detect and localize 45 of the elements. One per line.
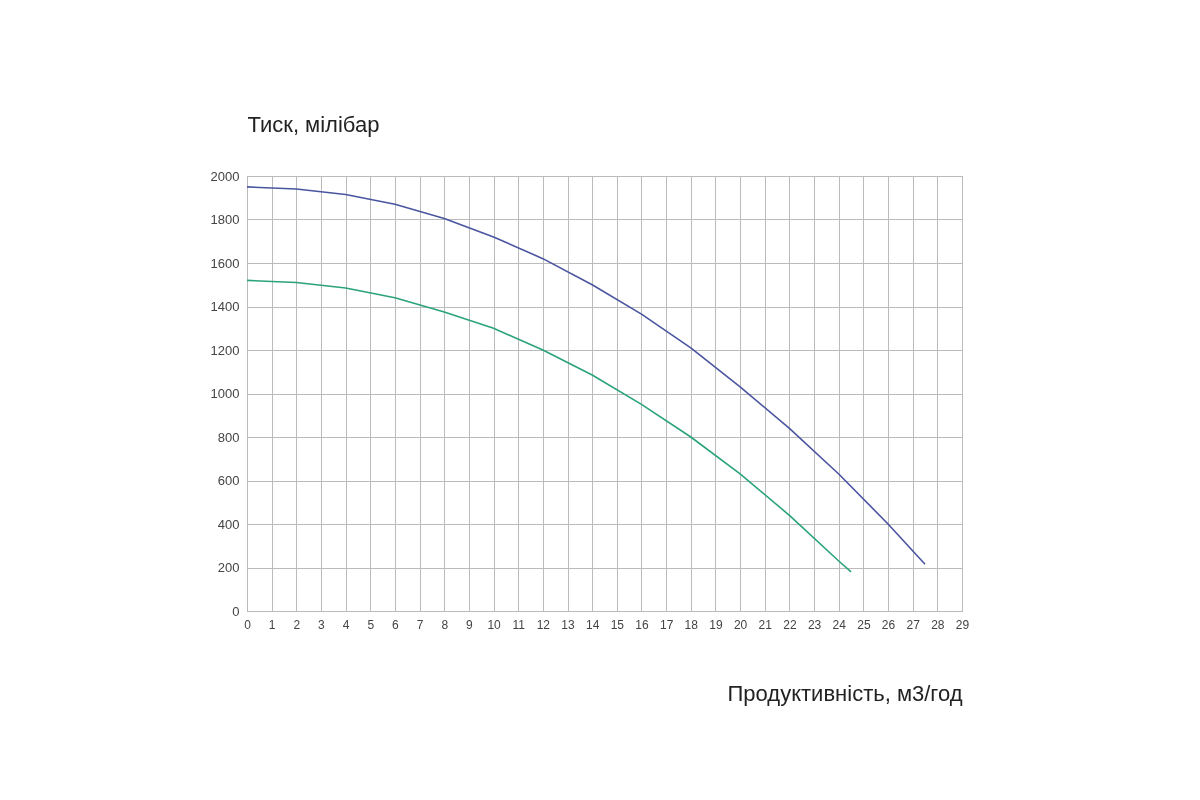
x-tick-label: 29 [955, 617, 970, 632]
x-tick-label: 4 [342, 617, 350, 632]
line-series [246, 279, 852, 573]
x-tick-label: 15 [610, 617, 625, 632]
x-tick-label: 1 [268, 617, 276, 632]
x-tick-label: 5 [367, 617, 375, 632]
y-tick-label: 1800 [210, 212, 240, 227]
x-tick-label: 2 [293, 617, 301, 632]
x-tick-label: 9 [466, 617, 474, 632]
y-tick-label: 600 [217, 473, 240, 488]
x-tick-label: 22 [783, 617, 797, 632]
y-tick-label: 1000 [210, 386, 240, 401]
x-tick-label: 18 [684, 617, 699, 632]
y-tick-label: 1600 [210, 255, 240, 271]
x-tick-label: 3 [318, 617, 326, 632]
x-tick-label: 11 [512, 617, 526, 632]
x-tick-label: 7 [416, 617, 424, 632]
x-tick-label: 19 [709, 617, 723, 632]
y-tick-label: 2000 [210, 168, 240, 184]
x-tick-label: 21 [758, 617, 773, 632]
x-tick-label: 16 [635, 617, 649, 632]
y-tick-label: 1200 [210, 342, 240, 358]
y-tick-label: 400 [217, 516, 240, 532]
x-tick-label: 0 [244, 617, 252, 632]
x-tick-label: 6 [392, 617, 400, 632]
x-tick-label: 20 [733, 617, 748, 632]
x-tick-label: 8 [441, 617, 449, 632]
y-tick-label: 200 [217, 560, 240, 575]
x-tick-label: 10 [487, 617, 502, 632]
x-tick-label: 24 [832, 617, 847, 632]
x-axis-title: Продуктивність, м3/год [727, 680, 963, 706]
y-tick-label: 800 [217, 429, 240, 445]
y-tick-label: 0 [232, 603, 240, 619]
x-tick-label: 12 [536, 617, 551, 632]
x-tick-label: 26 [881, 617, 896, 632]
x-tick-label: 23 [807, 617, 822, 632]
x-tick-label: 25 [857, 617, 871, 632]
line-series [246, 186, 926, 566]
x-tick-label: 13 [561, 617, 576, 632]
y-tick-label: 1400 [210, 299, 240, 314]
y-axis-title: Тиск, мілібар [247, 111, 380, 137]
x-tick-label: 27 [906, 617, 921, 632]
x-tick-label: 17 [659, 617, 674, 632]
x-tick-label: 28 [931, 617, 945, 632]
x-tick-label: 14 [585, 617, 600, 632]
